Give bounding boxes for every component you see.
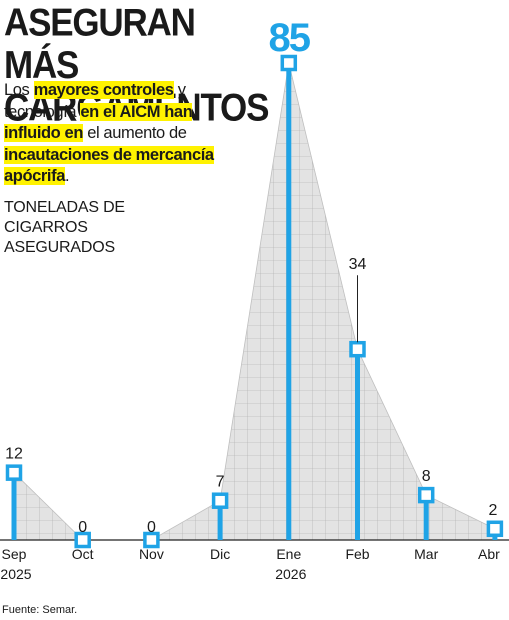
source-note: Fuente: Semar.: [2, 604, 78, 616]
chart-subtitle: Los mayores controles y tecnología en el…: [4, 80, 250, 188]
data-label-nov: 0: [147, 519, 156, 536]
data-label-mar: 8: [422, 468, 431, 485]
data-point-sep: [5, 464, 23, 481]
subtitle-text: Los: [4, 81, 34, 99]
subtitle-highlight: mayores controles: [33, 81, 174, 99]
subtitle-text: y tecnología: [4, 81, 186, 121]
data-point-ene: [280, 54, 298, 72]
data-point-oct: [74, 531, 91, 549]
label-layer: 12 Sep 2025 0 Oct 0 Nov 7 Dic 85 Ene 2026 34 Feb 8 Mar 2…: [0, 16, 500, 582]
data-label-oct: 0: [78, 519, 87, 536]
data-label-sep: 12: [5, 446, 23, 463]
x-tick-label: Mar: [414, 546, 438, 562]
subtitle-highlight: incautaciones de mercancía apócrifa: [4, 145, 214, 185]
x-tick-label: Dic: [210, 546, 230, 562]
y-unit-label: TONELADAS DE CIGARROS ASEGURADOS: [4, 199, 125, 256]
subtitle-text: el aumento de: [83, 124, 187, 142]
data-label-abr: 2: [488, 502, 497, 519]
data-label-feb: 34: [349, 256, 367, 273]
x-tick-label: Nov: [139, 546, 164, 562]
data-point-abr: [486, 520, 504, 538]
data-point-mar: [417, 486, 435, 504]
x-tick-label: Feb: [345, 546, 369, 562]
x-tick-sublabel: 2025: [0, 566, 31, 582]
data-label-dic: 7: [216, 474, 225, 491]
bar-layer: [0, 54, 509, 549]
data-point-feb: [349, 340, 366, 358]
series-area: [14, 63, 495, 540]
x-tick-label: Ene: [276, 546, 301, 562]
data-point-nov: [143, 531, 160, 549]
data-label-ene: 85: [269, 16, 311, 60]
x-tick-sublabel: 2026: [275, 566, 306, 582]
x-tick-label: Oct: [72, 546, 94, 562]
x-tick-label: Sep: [2, 546, 27, 562]
subtitle-text: .: [65, 167, 70, 185]
data-point-dic: [211, 492, 229, 509]
x-tick-label: Abr: [478, 546, 500, 562]
